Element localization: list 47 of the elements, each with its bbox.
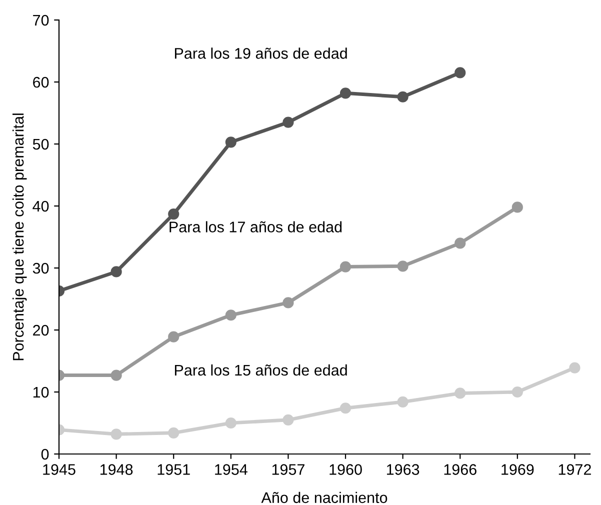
- point: [168, 331, 180, 342]
- point: [225, 417, 236, 429]
- point: [340, 402, 352, 414]
- y-tick-label: 20: [33, 324, 49, 336]
- y-tick-label: 40: [32, 200, 49, 212]
- point: [282, 116, 294, 128]
- x-tick-label: 1954: [215, 464, 248, 475]
- y-tick-label: 0: [41, 448, 49, 460]
- point: [454, 388, 466, 399]
- point: [282, 414, 294, 426]
- y-tick-label: 10: [33, 386, 49, 398]
- point: [397, 260, 408, 272]
- y-tick-label: 70: [33, 14, 49, 26]
- point: [340, 261, 352, 272]
- point: [397, 91, 408, 102]
- x-tick-label: 1951: [158, 464, 190, 475]
- point: [340, 88, 352, 99]
- point: [225, 310, 236, 321]
- point: [168, 427, 180, 438]
- x-tick-label: 1960: [330, 464, 362, 475]
- point: [569, 362, 580, 374]
- x-tick-label: 1963: [386, 464, 420, 475]
- y-tick-label: 60: [33, 76, 49, 88]
- point: [282, 297, 294, 308]
- x-axis-title: Año de nacimiento: [261, 492, 388, 504]
- y-axis-title: Porcentaje que tiene coito premarital: [12, 114, 27, 360]
- x-tick-label: 1945: [43, 464, 76, 475]
- point: [454, 67, 466, 78]
- x-tick-label: 1966: [444, 464, 476, 475]
- point: [110, 370, 122, 381]
- y-tick-label: 30: [32, 262, 49, 274]
- point: [397, 396, 408, 408]
- annotation: Para los 17 años de edad: [170, 221, 342, 232]
- annotation: Para los 19 años de edad: [174, 48, 347, 59]
- point: [512, 386, 523, 398]
- x-tick-label: 1948: [100, 464, 133, 475]
- point: [110, 266, 122, 278]
- annotation: Para los 15 años de edad: [174, 364, 347, 376]
- point: [225, 136, 236, 148]
- point: [168, 208, 180, 220]
- point: [110, 428, 122, 440]
- point: [454, 238, 466, 249]
- point: [512, 202, 523, 213]
- y-tick-label: 50: [32, 138, 49, 150]
- x-tick-label: 1957: [272, 464, 304, 475]
- x-tick-label: 1969: [502, 464, 534, 475]
- x-tick-label: 1972: [558, 464, 591, 475]
